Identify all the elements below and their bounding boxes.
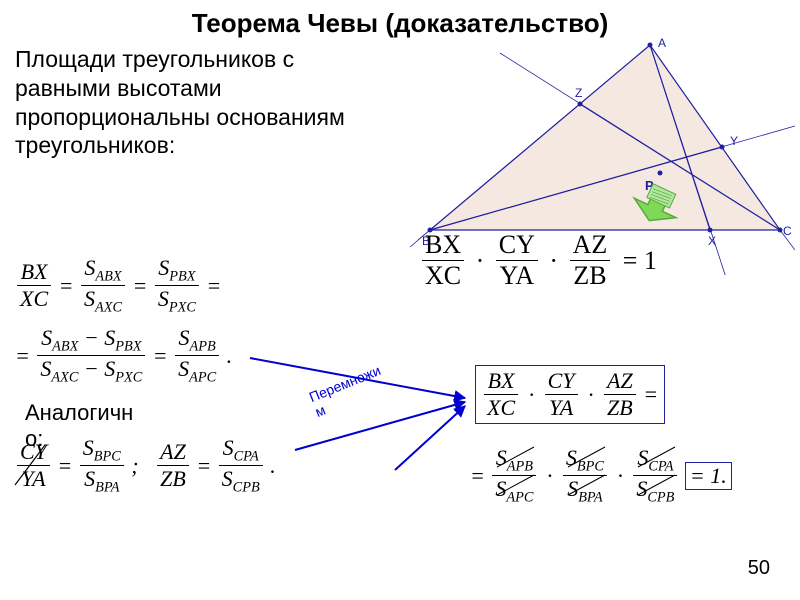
multiply-arrows	[230, 330, 480, 500]
proof-equation-1: BXXC = SABX SAXC = SPBX SPXC =	[15, 255, 221, 317]
page-title: Теорема Чевы (доказательство)	[0, 0, 800, 39]
svg-text:X: X	[708, 234, 716, 248]
page-number: 50	[748, 557, 770, 580]
svg-text:A: A	[658, 36, 666, 50]
svg-text:C: C	[783, 224, 792, 238]
svg-text:Z: Z	[575, 86, 582, 100]
result-equation: = SAPB SAPC · SBPC SBPA · SCPA SCPB = 1.	[470, 445, 732, 507]
svg-text:Y: Y	[730, 134, 738, 148]
ceva-main-equation: BXXC · CYYA · AZZB = 1	[420, 230, 657, 291]
intro-text: Площади треугольников с равными высотами…	[15, 45, 385, 160]
boxed-product-equation: BXXC · CYYA · AZZB =	[475, 365, 665, 424]
proof-equation-2: = SABX − SPBX SAXC − SPXC = SAPB SAPC .	[15, 325, 232, 387]
